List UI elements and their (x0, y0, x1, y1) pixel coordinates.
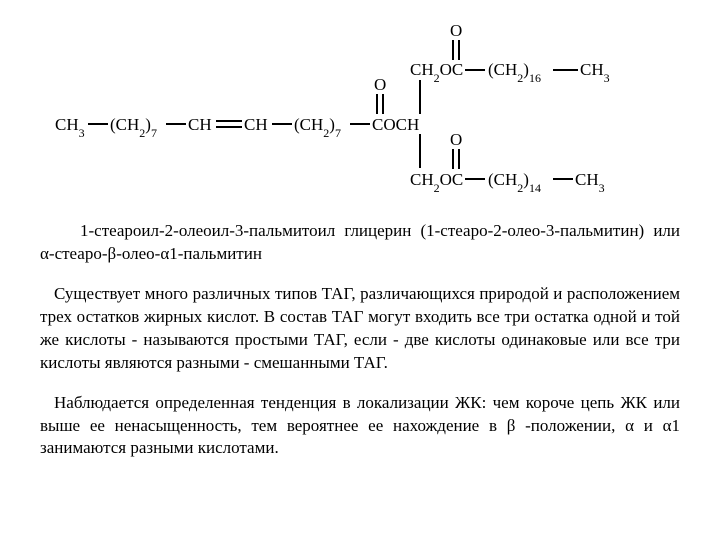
alpha-3: α (625, 416, 634, 435)
structure-caption: 1-стеароил-2-олеоил-3-пальмитоил глицери… (40, 220, 680, 266)
lbl-ch2oc-top: CH2OC (410, 60, 463, 85)
paragraph-1: Существует много различных типов ТАГ, ра… (40, 283, 680, 375)
lbl-ch3-left: CH3 (55, 115, 85, 140)
lbl-ch-b: CH (244, 115, 268, 134)
lbl-o-bot: O (450, 130, 462, 149)
lbl-ch2-14: (CH2)14 (488, 170, 541, 195)
cap-b: -стеаро- (49, 244, 108, 263)
p2c: и (634, 416, 663, 435)
lbl-o-mid: O (374, 75, 386, 94)
cap-a: 1-стеароил-2-олеоил-3-пальмитоил глицери… (80, 221, 680, 240)
paragraph-2: Наблюдается определенная тенденция в лок… (40, 392, 680, 461)
alpha-1: α (40, 244, 49, 263)
beta-1: β (108, 244, 117, 263)
lbl-coch: COCH (372, 115, 419, 134)
lbl-ch-a: CH (188, 115, 212, 134)
cap-c: -олео- (116, 244, 160, 263)
lbl-ch2-7a: (CH2)7 (110, 115, 157, 140)
lbl-ch3-top: CH3 (580, 60, 610, 85)
lbl-o-top: O (450, 21, 462, 40)
lbl-ch3-bot: CH3 (575, 170, 605, 195)
lbl-ch2-16: (CH2)16 (488, 60, 541, 85)
alpha-2: α (160, 244, 169, 263)
cap-d: 1-пальмитин (169, 244, 262, 263)
p2b: -положении, (515, 416, 625, 435)
lbl-ch2-7b: (CH2)7 (294, 115, 341, 140)
alpha-4: α (663, 416, 672, 435)
lbl-ch2oc-bot: CH2OC (410, 170, 463, 195)
chemical-structure: CH3 (CH2)7 CH CH (CH2)7 COCH O CH2OC O (… (40, 20, 680, 202)
